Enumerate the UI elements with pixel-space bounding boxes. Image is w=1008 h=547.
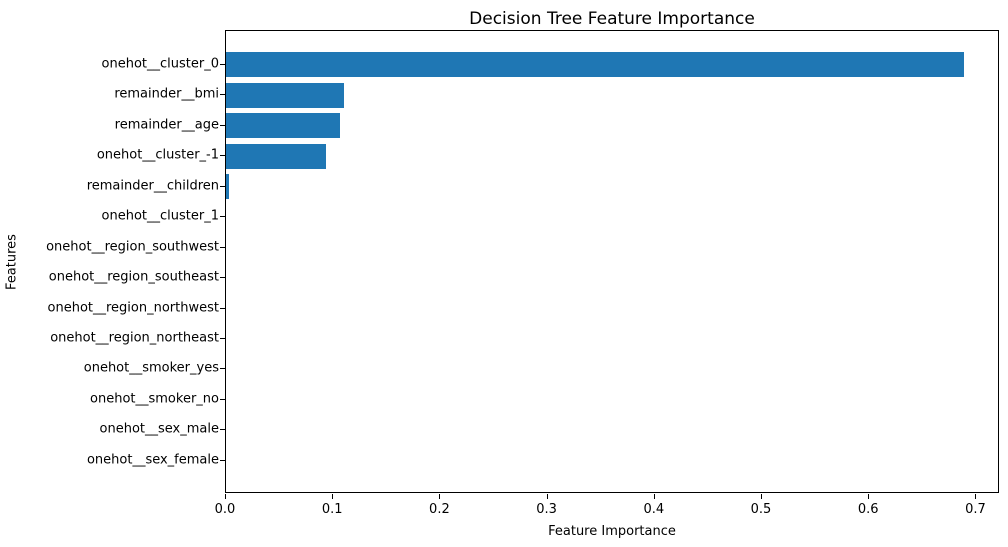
x-tick-label: 0.5 (750, 502, 772, 517)
x-tick-label: 0.2 (429, 502, 450, 517)
x-tick-label: 0.3 (536, 502, 557, 517)
bar-onehot__cluster_0 (226, 52, 964, 78)
y-tick-mark (220, 429, 225, 431)
y-tick-label: remainder__children (86, 178, 219, 194)
y-tick-mark (220, 398, 225, 400)
y-tick-mark (220, 216, 225, 218)
y-tick-label: onehot__cluster_0 (101, 56, 219, 72)
x-tick-label: 0.1 (321, 502, 343, 517)
y-tick-label: onehot__smoker_no (90, 391, 219, 407)
x-tick-label: 0.4 (643, 502, 665, 517)
y-tick-mark (220, 185, 225, 187)
x-tick-label: 0.7 (965, 502, 986, 517)
x-tick-mark (332, 494, 334, 499)
x-axis-label: Feature Importance (548, 524, 676, 539)
bar-remainder__age (226, 113, 340, 139)
y-tick-mark (220, 124, 225, 126)
plot-area (225, 30, 999, 493)
x-tick-mark (225, 494, 226, 499)
x-tick-label: 0.0 (214, 502, 236, 517)
x-tick-mark (975, 494, 977, 499)
y-tick-label: remainder__age (114, 117, 219, 133)
y-tick-label: remainder__bmi (114, 86, 219, 102)
y-tick-label: onehot__region_northwest (47, 300, 219, 315)
y-tick-label: onehot__region_southeast (48, 269, 219, 285)
y-tick-mark (220, 337, 225, 339)
y-tick-mark (220, 246, 225, 248)
y-tick-mark (220, 459, 225, 461)
x-tick-mark (761, 494, 762, 499)
y-tick-label: onehot__region_southwest (46, 239, 219, 255)
y-tick-label: onehot__sex_female (86, 452, 219, 468)
y-tick-label: onehot__region_northeast (50, 330, 219, 346)
y-tick-label: onehot__cluster_1 (101, 208, 219, 224)
y-tick-mark (220, 63, 225, 65)
y-tick-label: onehot__cluster_-1 (96, 147, 219, 163)
y-tick-mark (220, 307, 225, 309)
x-tick-label: 0.6 (857, 502, 879, 517)
y-tick-label: onehot__sex_male (99, 421, 219, 437)
y-tick-mark (220, 94, 225, 96)
y-axis-label: Features (4, 234, 20, 290)
y-tick-mark (220, 368, 225, 370)
bar-remainder__children (226, 174, 230, 200)
y-tick-mark (220, 155, 225, 157)
bar-remainder__bmi (226, 82, 344, 108)
bar-onehot__cluster_-1 (226, 143, 326, 169)
y-tick-mark (220, 277, 225, 279)
x-tick-mark (546, 494, 548, 499)
x-tick-mark (653, 494, 655, 499)
x-tick-mark (868, 494, 870, 499)
y-tick-label: onehot__smoker_yes (83, 360, 219, 376)
chart-title: Decision Tree Feature Importance (469, 9, 755, 29)
x-tick-mark (439, 494, 441, 499)
